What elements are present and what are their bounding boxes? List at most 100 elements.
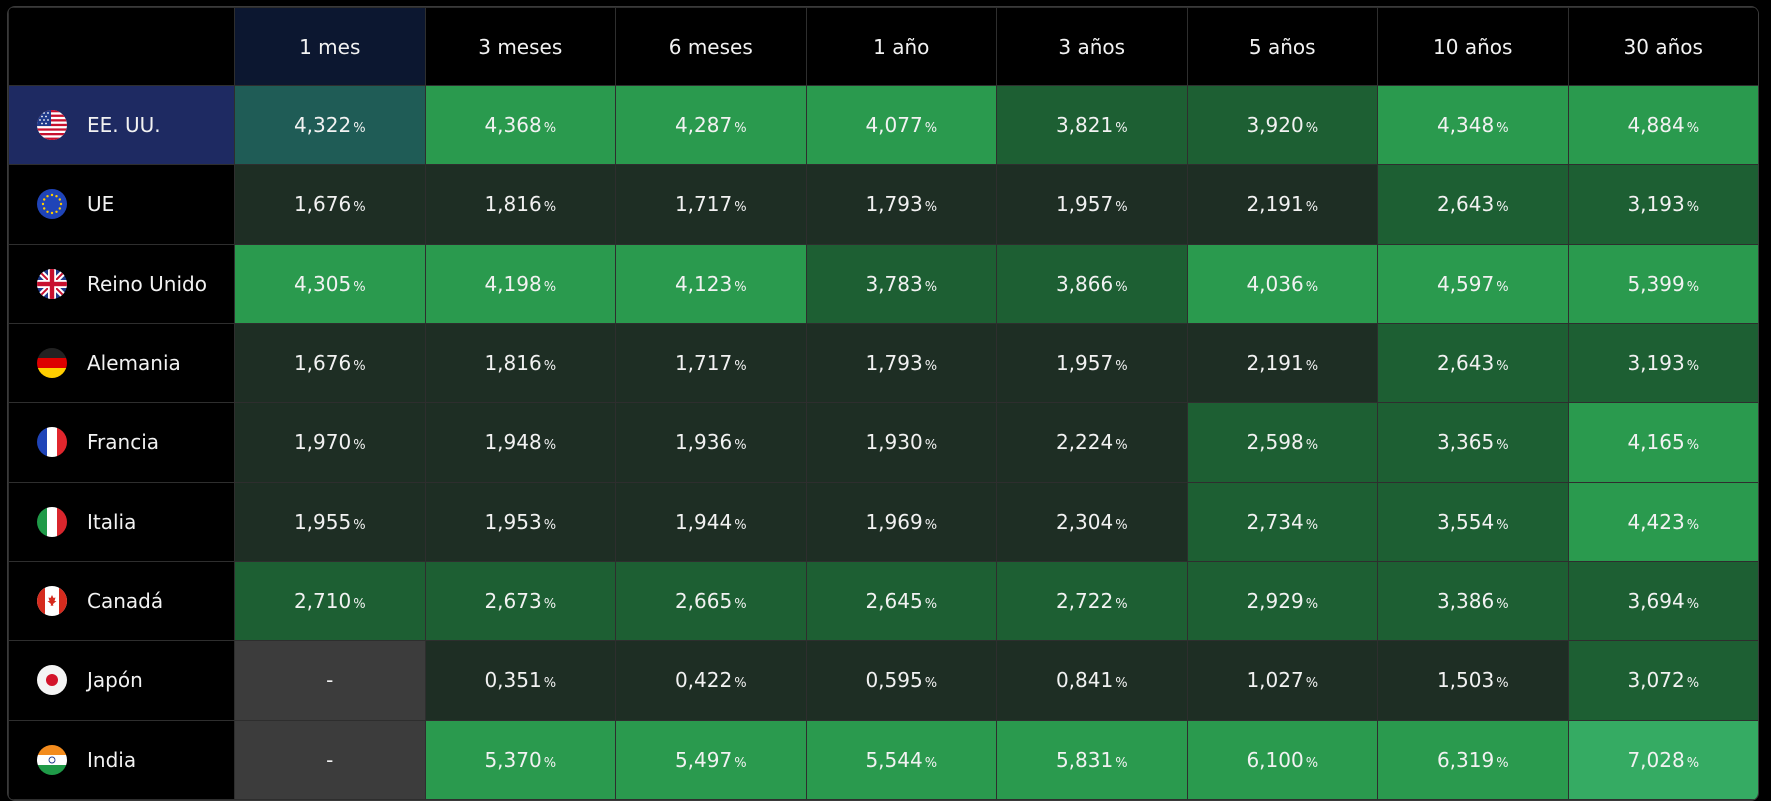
yield-cell-30-years[interactable]: 3,694%: [1567, 560, 1758, 642]
yield-cell-1-year[interactable]: 4,077%: [805, 84, 997, 166]
yield-cell-5-years[interactable]: 2,191%: [1186, 322, 1378, 404]
yield-cell-10-years[interactable]: 3,554%: [1377, 481, 1569, 562]
yield-cell-6-months[interactable]: 4,287%: [615, 84, 807, 166]
yield-cell-10-years[interactable]: 2,643%: [1377, 322, 1569, 404]
yield-cell-3-years[interactable]: 2,224%: [996, 402, 1188, 483]
yield-cell-3-months[interactable]: 5,370%: [424, 719, 616, 800]
yield-cell-6-months[interactable]: 2,665%: [615, 560, 807, 642]
table-row[interactable]: Canadá 2,710% 2,673% 2,665% 2,645% 2,722% 2,92…: [8, 560, 1758, 642]
column-header-3-months[interactable]: 3 meses: [424, 7, 616, 86]
yield-cell-3-months[interactable]: 2,673%: [424, 560, 616, 642]
yield-cell-1-year[interactable]: 2,645%: [805, 560, 997, 642]
yield-cell-6-months[interactable]: 0,422%: [615, 640, 807, 721]
yield-cell-10-years[interactable]: 4,597%: [1377, 243, 1569, 324]
yield-cell-10-years[interactable]: 3,365%: [1377, 402, 1569, 483]
yield-cell-3-months[interactable]: 1,816%: [424, 322, 616, 404]
yield-cell-1-month[interactable]: 4,305%: [234, 243, 426, 324]
yield-cell-1-month[interactable]: 2,710%: [234, 560, 426, 642]
table-row[interactable]: Italia 1,955% 1,953% 1,944% 1,969% 2,304% 2,73…: [8, 481, 1758, 562]
yield-cell-10-years[interactable]: 2,643%: [1377, 164, 1569, 245]
column-header-1-month[interactable]: 1 mes: [234, 7, 426, 86]
yield-cell-5-years[interactable]: 4,036%: [1186, 243, 1378, 324]
country-cell[interactable]: UE: [8, 164, 235, 245]
table-row[interactable]: Reino Unido 4,305% 4,198% 4,123% 3,783% 3,866…: [8, 243, 1758, 324]
yield-cell-3-years[interactable]: 3,821%: [996, 84, 1188, 166]
column-header-1-year[interactable]: 1 año: [805, 7, 997, 86]
column-header-30-years[interactable]: 30 años: [1567, 7, 1758, 86]
yield-cell-1-year[interactable]: 3,783%: [805, 243, 997, 324]
table-row[interactable]: Francia 1,970% 1,948% 1,936% 1,930% 2,224% 2,5…: [8, 402, 1758, 483]
yield-cell-3-months[interactable]: 1,816%: [424, 164, 616, 245]
yield-cell-5-years[interactable]: 2,734%: [1186, 481, 1378, 562]
yield-cell-30-years[interactable]: 4,423%: [1567, 481, 1758, 562]
column-header-6-months[interactable]: 6 meses: [615, 7, 807, 86]
percent-unit: %: [924, 279, 938, 295]
yield-cell-6-months[interactable]: 4,123%: [615, 243, 807, 324]
yield-cell-1-month[interactable]: 1,676%: [234, 322, 426, 404]
yield-cell-6-months[interactable]: 1,717%: [615, 322, 807, 404]
yield-cell-1-year[interactable]: 1,930%: [805, 402, 997, 483]
yield-cell-3-months[interactable]: 1,953%: [424, 481, 616, 562]
yield-cell-1-year[interactable]: 0,595%: [805, 640, 997, 721]
table-row[interactable]: EE. UU. 4,322% 4,368% 4,287% 4,077% 3,821% 3,9…: [8, 84, 1758, 166]
country-cell[interactable]: Canadá: [8, 560, 235, 642]
country-cell[interactable]: Reino Unido: [8, 243, 235, 324]
country-cell[interactable]: India: [8, 719, 235, 800]
table-row[interactable]: Japón -0,351% 0,422% 0,595% 0,841% 1,027% 1,50…: [8, 640, 1758, 721]
yield-cell-3-years[interactable]: 2,304%: [996, 481, 1188, 562]
country-cell[interactable]: Alemania: [8, 322, 235, 404]
yield-cell-1-month[interactable]: -: [234, 640, 426, 721]
yield-cell-1-month[interactable]: 1,970%: [234, 402, 426, 483]
yield-cell-6-months[interactable]: 1,936%: [615, 402, 807, 483]
yield-cell-3-years[interactable]: 1,957%: [996, 322, 1188, 404]
yield-cell-3-years[interactable]: 5,831%: [996, 719, 1188, 800]
yield-cell-5-years[interactable]: 2,598%: [1186, 402, 1378, 483]
country-cell[interactable]: Francia: [8, 402, 235, 483]
yield-cell-1-month[interactable]: 4,322%: [234, 84, 426, 166]
table-row[interactable]: India -5,370% 5,497% 5,544% 5,831% 6,100% 6,31…: [8, 719, 1758, 800]
column-header-10-years[interactable]: 10 años: [1377, 7, 1569, 86]
yield-cell-3-years[interactable]: 3,866%: [996, 243, 1188, 324]
yield-cell-5-years[interactable]: 3,920%: [1186, 84, 1378, 166]
yield-cell-5-years[interactable]: 6,100%: [1186, 719, 1378, 800]
yield-cell-3-months[interactable]: 4,198%: [424, 243, 616, 324]
column-header-3-years[interactable]: 3 años: [996, 7, 1188, 86]
yield-cell-30-years[interactable]: 3,193%: [1567, 164, 1758, 245]
yield-cell-6-months[interactable]: 1,944%: [615, 481, 807, 562]
yield-cell-6-months[interactable]: 5,497%: [615, 719, 807, 800]
yield-cell-3-months[interactable]: 1,948%: [424, 402, 616, 483]
yield-cell-10-years[interactable]: 3,386%: [1377, 560, 1569, 642]
yield-cell-5-years[interactable]: 2,191%: [1186, 164, 1378, 245]
yield-cell-30-years[interactable]: 7,028%: [1567, 719, 1758, 800]
yield-cell-30-years[interactable]: 4,165%: [1567, 402, 1758, 483]
yield-cell-30-years[interactable]: 3,193%: [1567, 322, 1758, 404]
yield-cell-1-year[interactable]: 5,544%: [805, 719, 997, 800]
yield-cell-10-years[interactable]: 4,348%: [1377, 84, 1569, 166]
yield-cell-6-months[interactable]: 1,717%: [615, 164, 807, 245]
yield-cell-1-year[interactable]: 1,793%: [805, 322, 997, 404]
table-row[interactable]: Alemania 1,676% 1,816% 1,717% 1,793% 1,957% 2,…: [8, 322, 1758, 404]
country-cell[interactable]: EE. UU.: [8, 84, 235, 166]
yield-cell-1-month[interactable]: 1,676%: [234, 164, 426, 245]
column-header-5-years[interactable]: 5 años: [1186, 7, 1378, 86]
country-cell[interactable]: Italia: [8, 481, 235, 562]
yield-cell-1-month[interactable]: 1,955%: [234, 481, 426, 562]
percent-unit: %: [1115, 279, 1128, 295]
yield-cell-3-years[interactable]: 2,722%: [996, 560, 1188, 642]
yield-cell-1-year[interactable]: 1,969%: [805, 481, 997, 562]
yield-cell-3-months[interactable]: 4,368%: [424, 84, 616, 166]
yield-cell-10-years[interactable]: 1,503%: [1377, 640, 1569, 721]
yield-cell-30-years[interactable]: 5,399%: [1567, 243, 1758, 324]
yield-cell-3-years[interactable]: 0,841%: [996, 640, 1188, 721]
yield-cell-3-years[interactable]: 1,957%: [996, 164, 1188, 245]
yield-cell-10-years[interactable]: 6,319%: [1377, 719, 1569, 800]
country-cell[interactable]: Japón: [8, 640, 235, 721]
yield-cell-5-years[interactable]: 1,027%: [1186, 640, 1378, 721]
yield-cell-1-month[interactable]: -: [234, 719, 426, 800]
yield-cell-5-years[interactable]: 2,929%: [1186, 560, 1378, 642]
yield-cell-1-year[interactable]: 1,793%: [805, 164, 997, 245]
table-row[interactable]: UE 1,676% 1,816% 1,717% 1,793% 1,957% 2,191% 2,…: [8, 164, 1758, 245]
yield-cell-30-years[interactable]: 4,884%: [1567, 84, 1758, 166]
yield-cell-30-years[interactable]: 3,072%: [1567, 640, 1758, 721]
yield-cell-3-months[interactable]: 0,351%: [424, 640, 616, 721]
